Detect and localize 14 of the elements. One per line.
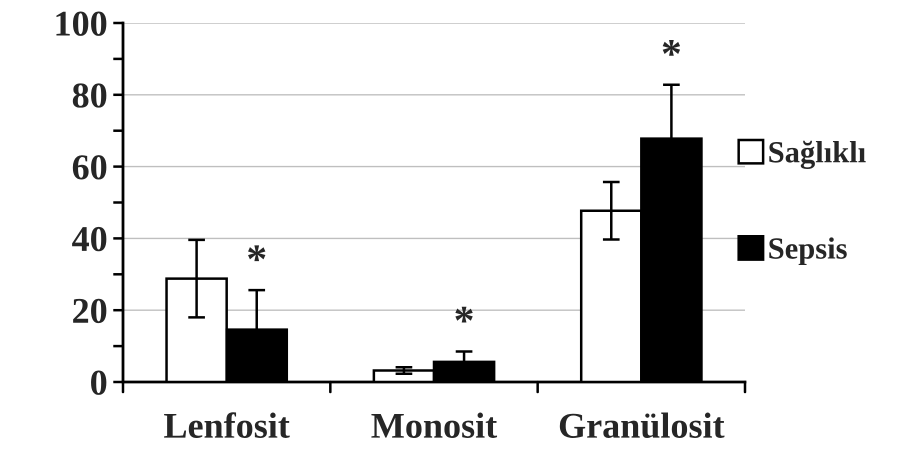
annotation: * [662, 40, 680, 56]
y-tick-label: 0 [91, 370, 106, 395]
y-tick-label: 80 [72, 83, 106, 108]
annotation: * [455, 306, 473, 322]
x-tick-label: Monosit [371, 412, 498, 438]
legend-label: Sepsis [769, 237, 847, 266]
x-tick-label: Lenfosit [164, 412, 290, 438]
y-tick-label: 40 [72, 226, 106, 252]
legend-label: Sağlıklı [769, 140, 866, 170]
y-tick-label: 60 [72, 155, 106, 180]
annotation: * [248, 245, 266, 262]
x-tick-label: Granülosit [560, 412, 724, 438]
y-tick-label: 100 [56, 12, 106, 36]
y-tick-label: 20 [73, 298, 106, 324]
